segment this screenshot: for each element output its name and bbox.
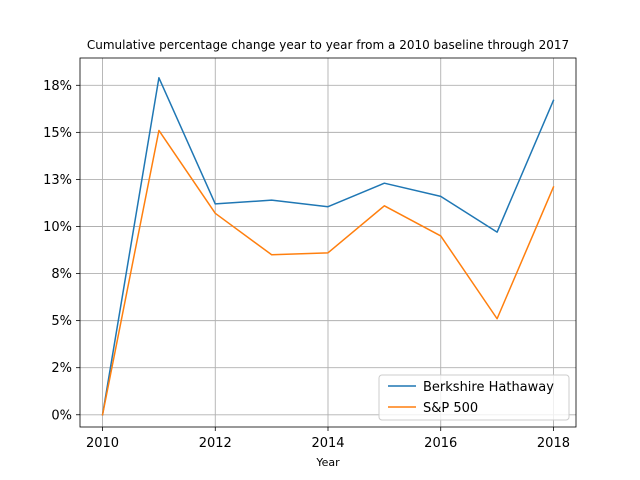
legend-box: [378, 374, 570, 421]
y-tick-label: 5%: [51, 314, 72, 329]
x-tick-label: 2012: [199, 436, 232, 451]
y-tick-label: 13%: [43, 173, 72, 188]
axis-ticks: 2010 2012 2014 2016 2018 0% 2% 5% 8% 10% 13% 15% 18%: [43, 79, 570, 451]
x-tick-label: 2018: [537, 436, 570, 451]
x-axis-label: Year: [315, 456, 340, 469]
series-line-berkshire-hathaway: [101, 77, 555, 416]
legend-label-sp-500: S&P 500: [423, 401, 478, 416]
x-tick-label: 2014: [311, 436, 344, 451]
x-tick-label: 2010: [86, 436, 119, 451]
y-tick-label: 10%: [43, 220, 72, 235]
legend-label-berkshire-hathaway: Berkshire Hathaway: [423, 380, 554, 395]
series-lines: [101, 77, 555, 416]
y-tick-label: 15%: [43, 126, 72, 141]
grid: [80, 58, 576, 427]
y-tick-label: 18%: [43, 79, 72, 94]
legend: Berkshire Hathaway S&P 500: [378, 374, 570, 421]
x-tick-label: 2016: [424, 436, 457, 451]
y-tick-label: 0%: [51, 408, 72, 423]
chart-title: Cumulative percentage change year to yea…: [87, 38, 569, 52]
series-line-s-p-500: [101, 129, 555, 416]
y-tick-label: 8%: [51, 267, 72, 282]
y-tick-label: 2%: [51, 361, 72, 376]
